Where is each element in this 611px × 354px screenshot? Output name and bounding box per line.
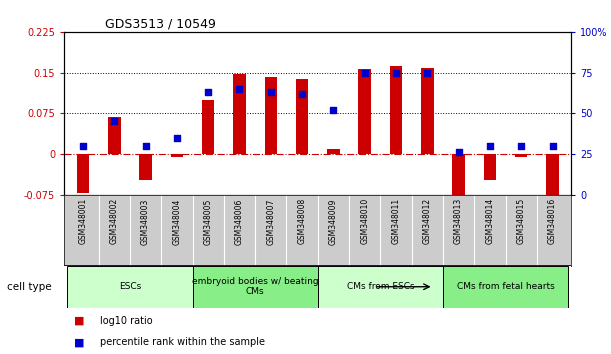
Text: log10 ratio: log10 ratio [100, 316, 152, 326]
Bar [318, 266, 443, 308]
Point [235, 86, 244, 92]
Text: ■: ■ [75, 316, 85, 326]
Text: GSM348013: GSM348013 [454, 198, 463, 245]
Point [172, 135, 181, 141]
Point [266, 89, 276, 95]
Bar [192, 266, 318, 308]
Text: GSM348001: GSM348001 [78, 198, 87, 245]
Bar [170, 154, 183, 157]
Bar [67, 266, 192, 308]
Bar [139, 154, 152, 180]
Text: CMs from fetal hearts: CMs from fetal hearts [456, 282, 554, 291]
Bar [421, 68, 434, 154]
Bar [76, 154, 89, 193]
Point [422, 70, 432, 75]
Text: ESCs: ESCs [119, 282, 141, 291]
Bar [443, 266, 568, 308]
Bar [327, 149, 340, 154]
Point [454, 149, 464, 155]
Text: percentile rank within the sample: percentile rank within the sample [100, 337, 265, 348]
Point [485, 143, 495, 149]
Bar [233, 74, 246, 154]
Text: GSM348012: GSM348012 [423, 198, 432, 244]
Text: GSM348006: GSM348006 [235, 198, 244, 245]
Text: GSM348007: GSM348007 [266, 198, 276, 245]
Text: GSM348005: GSM348005 [203, 198, 213, 245]
Text: embryoid bodies w/ beating
CMs: embryoid bodies w/ beating CMs [192, 277, 318, 296]
Point [391, 70, 401, 75]
Point [297, 91, 307, 97]
Text: GSM348015: GSM348015 [517, 198, 525, 245]
Point [516, 143, 526, 149]
Text: GSM348010: GSM348010 [360, 198, 369, 245]
Point [329, 107, 338, 113]
Text: GSM348016: GSM348016 [548, 198, 557, 245]
Point [78, 143, 88, 149]
Bar [265, 77, 277, 154]
Bar [202, 100, 214, 154]
Point [360, 70, 370, 75]
Bar [546, 154, 559, 195]
Bar [452, 154, 465, 203]
Bar [296, 79, 309, 154]
Text: CMs from ESCs: CMs from ESCs [346, 282, 414, 291]
Bar [108, 117, 120, 154]
Text: GDS3513 / 10549: GDS3513 / 10549 [104, 18, 216, 31]
Point [109, 119, 119, 124]
Text: cell type: cell type [7, 282, 52, 292]
Bar [515, 154, 527, 157]
Bar [359, 69, 371, 154]
Point [141, 143, 150, 149]
Point [203, 89, 213, 95]
Text: GSM348014: GSM348014 [485, 198, 494, 245]
Point [547, 143, 557, 149]
Bar [390, 66, 402, 154]
Text: GSM348009: GSM348009 [329, 198, 338, 245]
Text: GSM348011: GSM348011 [392, 198, 400, 244]
Bar [484, 154, 496, 179]
Text: ■: ■ [75, 337, 85, 348]
Text: GSM348004: GSM348004 [172, 198, 181, 245]
Text: GSM348008: GSM348008 [298, 198, 307, 245]
Text: GSM348002: GSM348002 [110, 198, 119, 245]
Text: GSM348003: GSM348003 [141, 198, 150, 245]
